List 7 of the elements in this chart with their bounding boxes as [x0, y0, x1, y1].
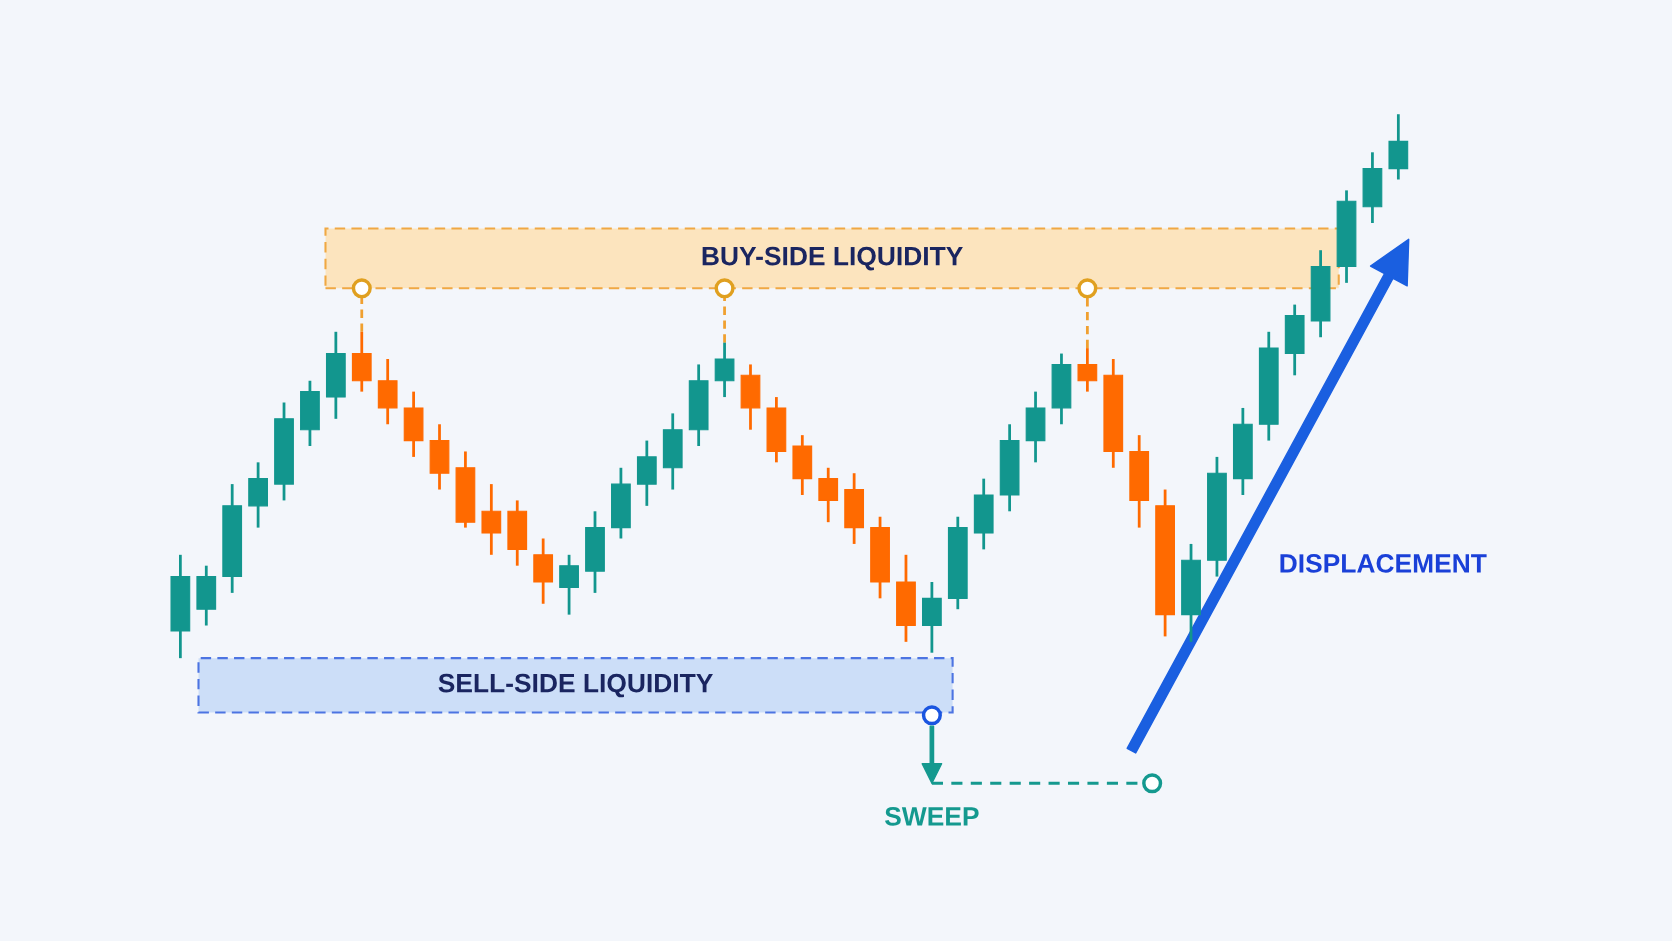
- annotation: DISPLACEMENT: [1280, 554, 1487, 573]
- band-label: SELL-SIDE LIQUIDITY: [438, 673, 713, 698]
- band-label: BUY-SIDE LIQUIDITY: [702, 246, 963, 271]
- candlestick: [818, 466, 839, 524]
- text: SWEEP: [884, 807, 979, 826]
- candlestick: [559, 553, 579, 617]
- candlestick: [481, 482, 502, 557]
